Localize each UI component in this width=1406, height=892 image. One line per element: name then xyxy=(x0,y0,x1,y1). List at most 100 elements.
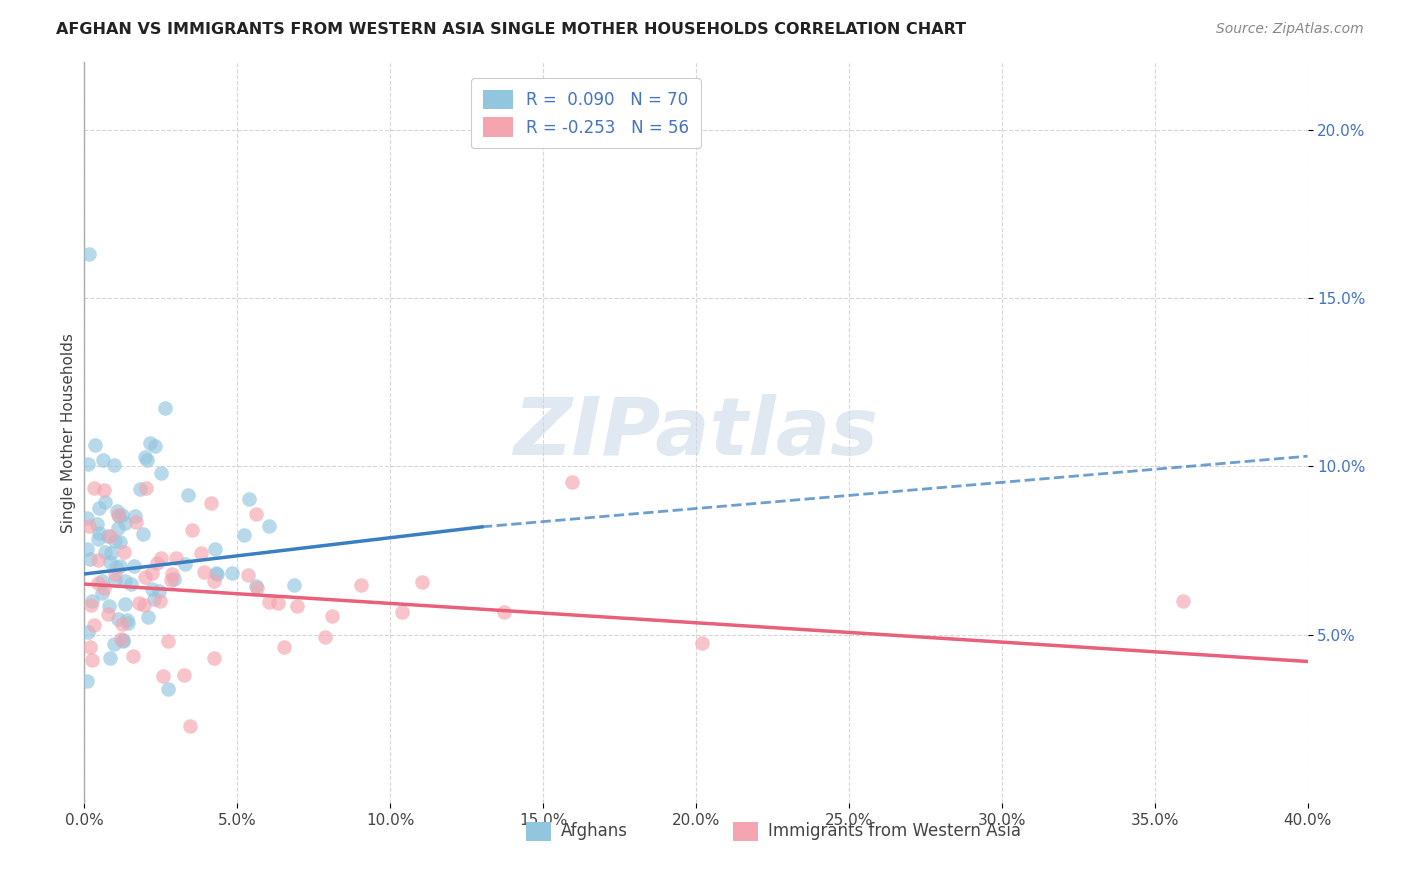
Point xyxy=(90,574,112,588)
Point xyxy=(204,542,226,557)
Point xyxy=(173,668,195,682)
Point xyxy=(165,551,187,566)
Point xyxy=(76,673,98,688)
Point xyxy=(98,555,121,569)
Point xyxy=(245,579,267,593)
Point xyxy=(122,558,145,573)
Point xyxy=(141,566,163,581)
Point xyxy=(115,614,138,628)
Point xyxy=(136,452,159,467)
Point xyxy=(94,495,117,509)
Point xyxy=(193,565,215,579)
Point xyxy=(152,669,174,683)
Point xyxy=(82,653,104,667)
Point xyxy=(79,519,101,533)
Point xyxy=(111,616,134,631)
Point xyxy=(132,599,155,613)
Point xyxy=(77,624,100,639)
Point xyxy=(561,475,583,490)
Point xyxy=(112,545,135,559)
Point xyxy=(173,557,195,571)
Point xyxy=(110,508,132,522)
Point xyxy=(181,523,204,537)
Point xyxy=(77,457,100,471)
Point xyxy=(107,612,129,626)
Text: ZIPatlas: ZIPatlas xyxy=(513,393,879,472)
Point xyxy=(93,545,115,559)
Point xyxy=(110,632,132,647)
Point xyxy=(202,574,225,588)
Legend: R =  0.090   N = 70, R = -0.253   N = 56: R = 0.090 N = 70, R = -0.253 N = 56 xyxy=(471,78,700,148)
Point xyxy=(190,546,212,560)
Point xyxy=(103,573,125,587)
Point xyxy=(156,681,179,696)
Point xyxy=(114,516,136,530)
Point xyxy=(103,458,125,472)
Point xyxy=(267,596,290,610)
Point xyxy=(91,585,114,599)
Point xyxy=(205,567,228,582)
Point xyxy=(105,560,128,574)
Point xyxy=(87,553,110,567)
Point xyxy=(80,598,103,612)
Point xyxy=(107,508,129,522)
Point xyxy=(221,566,243,580)
Point xyxy=(98,599,121,613)
Point xyxy=(93,483,115,498)
Point xyxy=(103,637,125,651)
Point xyxy=(149,466,172,480)
Point xyxy=(87,525,110,540)
Point xyxy=(100,546,122,560)
Point xyxy=(83,481,105,495)
Point xyxy=(104,533,127,548)
Point xyxy=(156,634,179,648)
Point xyxy=(87,501,110,516)
Point xyxy=(139,435,162,450)
Point xyxy=(494,605,516,619)
Point xyxy=(146,556,169,570)
Point xyxy=(149,551,172,566)
Point xyxy=(141,582,163,597)
Point xyxy=(177,488,200,502)
Point xyxy=(246,581,269,595)
Y-axis label: Single Mother Households: Single Mother Households xyxy=(60,333,76,533)
Point xyxy=(117,615,139,630)
Point xyxy=(125,515,148,529)
Point xyxy=(107,521,129,535)
Point xyxy=(238,567,260,582)
Point xyxy=(134,569,156,583)
Point xyxy=(245,507,267,521)
Point xyxy=(205,566,228,580)
Point xyxy=(82,593,104,607)
Point xyxy=(149,594,172,608)
Point xyxy=(108,534,131,549)
Point xyxy=(132,527,155,541)
Point xyxy=(120,576,142,591)
Point xyxy=(107,504,129,518)
Point xyxy=(153,401,176,416)
Text: Immigrants from Western Asia: Immigrants from Western Asia xyxy=(768,822,1021,840)
Point xyxy=(128,596,150,610)
Point xyxy=(143,439,166,453)
Point xyxy=(233,528,256,542)
Point xyxy=(202,651,225,665)
Point xyxy=(411,574,433,589)
Point xyxy=(391,605,413,619)
Point xyxy=(84,438,107,452)
Point xyxy=(111,633,134,648)
Point xyxy=(108,558,131,573)
Point xyxy=(98,529,121,543)
Point xyxy=(350,578,373,592)
Point xyxy=(79,552,101,566)
Point xyxy=(134,450,156,465)
Point xyxy=(257,595,280,609)
Point xyxy=(91,452,114,467)
Point xyxy=(86,516,108,531)
Point xyxy=(97,607,120,622)
Point xyxy=(97,528,120,542)
Point xyxy=(104,566,127,581)
Point xyxy=(76,541,98,556)
Point xyxy=(321,608,343,623)
Point xyxy=(160,573,183,587)
Point xyxy=(179,719,201,733)
